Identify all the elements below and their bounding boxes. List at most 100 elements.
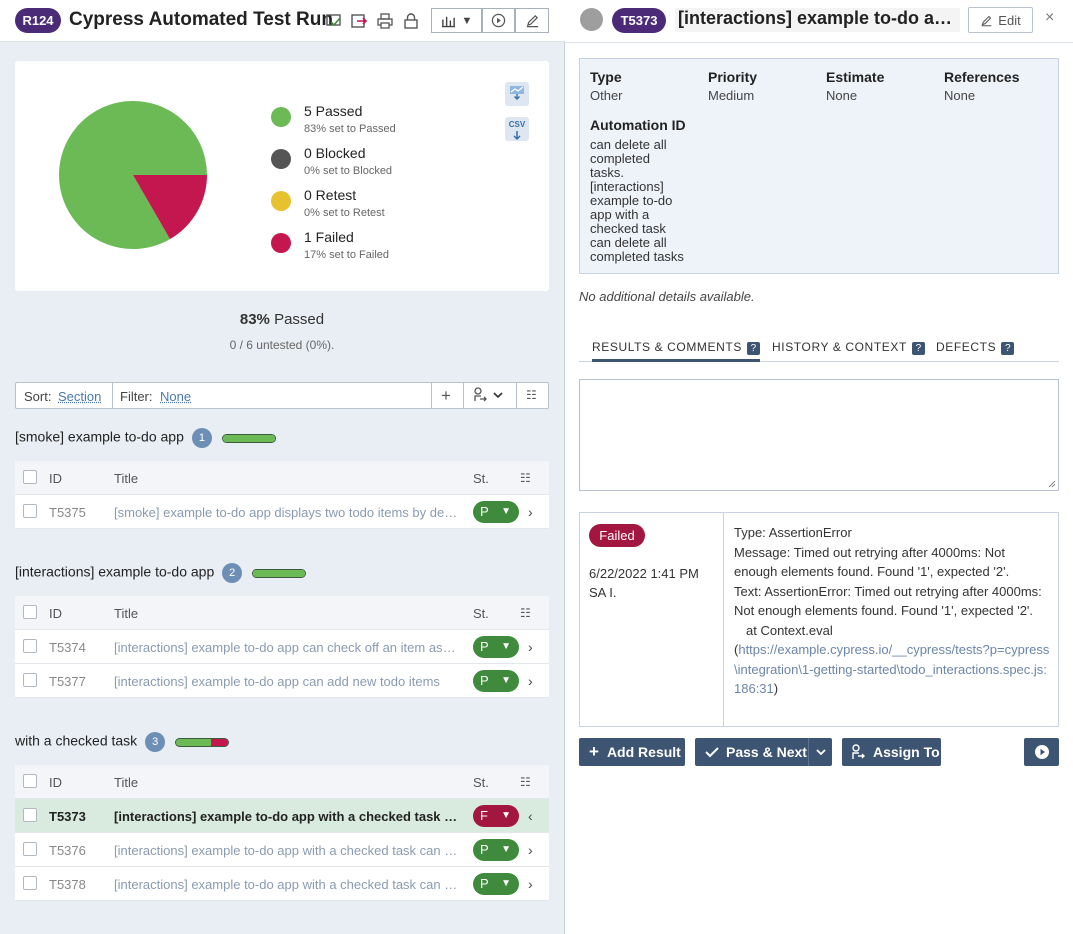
export-icon[interactable] bbox=[348, 10, 370, 32]
columns-icon[interactable]: ☷ bbox=[520, 606, 531, 620]
row-title[interactable]: [interactions] example to-do app with a … bbox=[114, 877, 459, 892]
tab-defects[interactable]: DEFECTS? bbox=[936, 340, 1015, 355]
select-all-checkbox[interactable] bbox=[23, 470, 37, 484]
run-edit-button[interactable] bbox=[515, 8, 549, 33]
row-checkbox[interactable] bbox=[23, 639, 37, 653]
close-icon[interactable]: × bbox=[1045, 9, 1055, 26]
row-checkbox[interactable] bbox=[23, 808, 37, 822]
columns-icon[interactable]: ☷ bbox=[526, 388, 537, 402]
table-row[interactable]: T5373 [interactions] example to-do app w… bbox=[15, 799, 549, 833]
section-header[interactable]: [interactions] example to-do app 2 bbox=[15, 563, 307, 583]
row-status-dropdown[interactable]: P ▼ bbox=[473, 873, 519, 895]
help-icon[interactable]: ? bbox=[911, 342, 925, 355]
legend-label: 0 Retest bbox=[304, 187, 357, 203]
csv-label: CSV bbox=[508, 120, 526, 129]
row-status-dropdown[interactable]: P ▼ bbox=[473, 501, 519, 523]
chevron-right-icon[interactable]: › bbox=[528, 639, 533, 655]
edit-case-button[interactable]: Edit bbox=[968, 7, 1033, 33]
edit-label: Edit bbox=[998, 12, 1021, 28]
chevron-right-icon[interactable]: › bbox=[528, 842, 533, 858]
row-checkbox[interactable] bbox=[23, 876, 37, 890]
section-header[interactable]: [smoke] example to-do app 1 bbox=[15, 428, 276, 448]
section-name: [smoke] example to-do app bbox=[15, 428, 184, 445]
row-checkbox[interactable] bbox=[23, 673, 37, 687]
sort-value-link[interactable]: Section bbox=[58, 389, 102, 404]
chevron-left-icon[interactable]: ‹ bbox=[528, 808, 533, 824]
assign-filter-button[interactable] bbox=[473, 387, 505, 406]
tab-results-comments[interactable]: RESULTS & COMMENTS? bbox=[592, 340, 760, 362]
id-column-header[interactable]: ID bbox=[49, 775, 62, 790]
row-title[interactable]: [interactions] example to-do app can add… bbox=[114, 674, 440, 689]
select-all-checkbox[interactable] bbox=[23, 774, 37, 788]
id-column-header[interactable]: ID bbox=[49, 471, 62, 486]
print-icon[interactable] bbox=[374, 10, 396, 32]
row-status-dropdown[interactable]: P ▼ bbox=[473, 670, 519, 692]
section-count-badge: 2 bbox=[222, 563, 243, 583]
table-row[interactable]: T5376 [interactions] example to-do app w… bbox=[15, 833, 549, 867]
chevron-down-icon: ▼ bbox=[501, 675, 511, 686]
assign-user-icon bbox=[852, 744, 865, 759]
row-checkbox[interactable] bbox=[23, 842, 37, 856]
tab-history-context[interactable]: HISTORY & CONTEXT? bbox=[772, 340, 925, 355]
add-icon[interactable]: + bbox=[441, 386, 451, 405]
add-result-button[interactable]: + Add Result bbox=[579, 738, 685, 766]
result-source-link[interactable]: https://example.cypress.io/__cypress/tes… bbox=[734, 642, 1050, 696]
assign-to-label: Assign To bbox=[873, 744, 940, 760]
resize-handle-icon[interactable] bbox=[1048, 480, 1056, 488]
report-dropdown-button[interactable]: ▼ bbox=[431, 8, 482, 33]
table-row[interactable]: T5378 [interactions] example to-do app w… bbox=[15, 867, 549, 901]
section-header[interactable]: with a checked task 3 bbox=[15, 732, 230, 752]
legend-sub: 0% set to Blocked bbox=[304, 165, 393, 177]
result-message-line: Message: Timed out retrying after 4000ms… bbox=[734, 544, 1010, 580]
automation-id-value: can delete all completed tasks. [interactio… bbox=[590, 138, 700, 264]
row-status-dropdown[interactable]: F ▼ bbox=[473, 805, 519, 827]
bar-chart-icon bbox=[441, 16, 455, 28]
chart-export-icon[interactable] bbox=[505, 82, 529, 106]
row-status-letter: P bbox=[480, 673, 489, 688]
table-row[interactable]: T5374 [interactions] example to-do app c… bbox=[15, 630, 549, 664]
pass-next-button[interactable]: Pass & Next bbox=[695, 738, 832, 766]
row-status-dropdown[interactable]: P ▼ bbox=[473, 636, 519, 658]
assign-to-button[interactable]: Assign To bbox=[842, 738, 941, 766]
section-progress-bar bbox=[221, 433, 276, 443]
row-title[interactable]: [smoke] example to-do app displays two t… bbox=[114, 505, 459, 520]
row-status-dropdown[interactable]: P ▼ bbox=[473, 839, 519, 861]
play-next-button[interactable] bbox=[1024, 738, 1059, 766]
title-column-header[interactable]: Title bbox=[114, 606, 139, 621]
csv-export-icon[interactable]: CSV bbox=[505, 117, 529, 141]
row-title[interactable]: [interactions] example to-do app can che… bbox=[114, 640, 459, 655]
row-title[interactable]: [interactions] example to-do app with a … bbox=[114, 843, 459, 858]
table-row[interactable]: T5377 [interactions] example to-do app c… bbox=[15, 664, 549, 698]
comment-textarea[interactable] bbox=[579, 379, 1059, 491]
case-tabs: RESULTS & COMMENTS? HISTORY & CONTEXT? D… bbox=[579, 338, 1059, 362]
verify-icon[interactable] bbox=[323, 10, 345, 32]
filter-value-link[interactable]: None bbox=[160, 389, 192, 404]
title-column-header[interactable]: Title bbox=[114, 471, 139, 486]
row-checkbox[interactable] bbox=[23, 504, 37, 518]
status-column-header[interactable]: St. bbox=[473, 606, 489, 621]
id-column-header[interactable]: ID bbox=[49, 606, 62, 621]
chevron-right-icon[interactable]: › bbox=[528, 876, 533, 892]
row-title[interactable]: [interactions] example to-do app with a … bbox=[114, 809, 459, 824]
status-column-header[interactable]: St. bbox=[473, 775, 489, 790]
play-icon bbox=[1034, 745, 1049, 759]
chevron-right-icon[interactable]: › bbox=[528, 673, 533, 689]
help-icon[interactable]: ? bbox=[1001, 342, 1015, 355]
table-row[interactable]: T5375 [smoke] example to-do app displays… bbox=[15, 495, 549, 529]
automation-id-line: app with a bbox=[590, 207, 650, 222]
select-all-checkbox[interactable] bbox=[23, 605, 37, 619]
title-column-header[interactable]: Title bbox=[114, 775, 139, 790]
columns-icon[interactable]: ☷ bbox=[520, 471, 531, 485]
lock-icon[interactable] bbox=[400, 10, 422, 32]
columns-icon[interactable]: ☷ bbox=[520, 775, 531, 789]
run-play-button[interactable] bbox=[482, 8, 515, 33]
help-icon[interactable]: ? bbox=[746, 342, 760, 355]
pass-next-dropdown[interactable] bbox=[808, 738, 832, 766]
legend-label: 5 Passed bbox=[304, 103, 363, 119]
chevron-right-icon[interactable]: › bbox=[528, 504, 533, 520]
result-user: SA I. bbox=[589, 585, 617, 600]
legend-dot bbox=[271, 233, 291, 253]
status-column-header[interactable]: St. bbox=[473, 471, 489, 486]
section-table: ID Title St. ☷ T5373 [interactions] exam… bbox=[15, 765, 549, 901]
passed-percent: 83% bbox=[239, 311, 270, 328]
